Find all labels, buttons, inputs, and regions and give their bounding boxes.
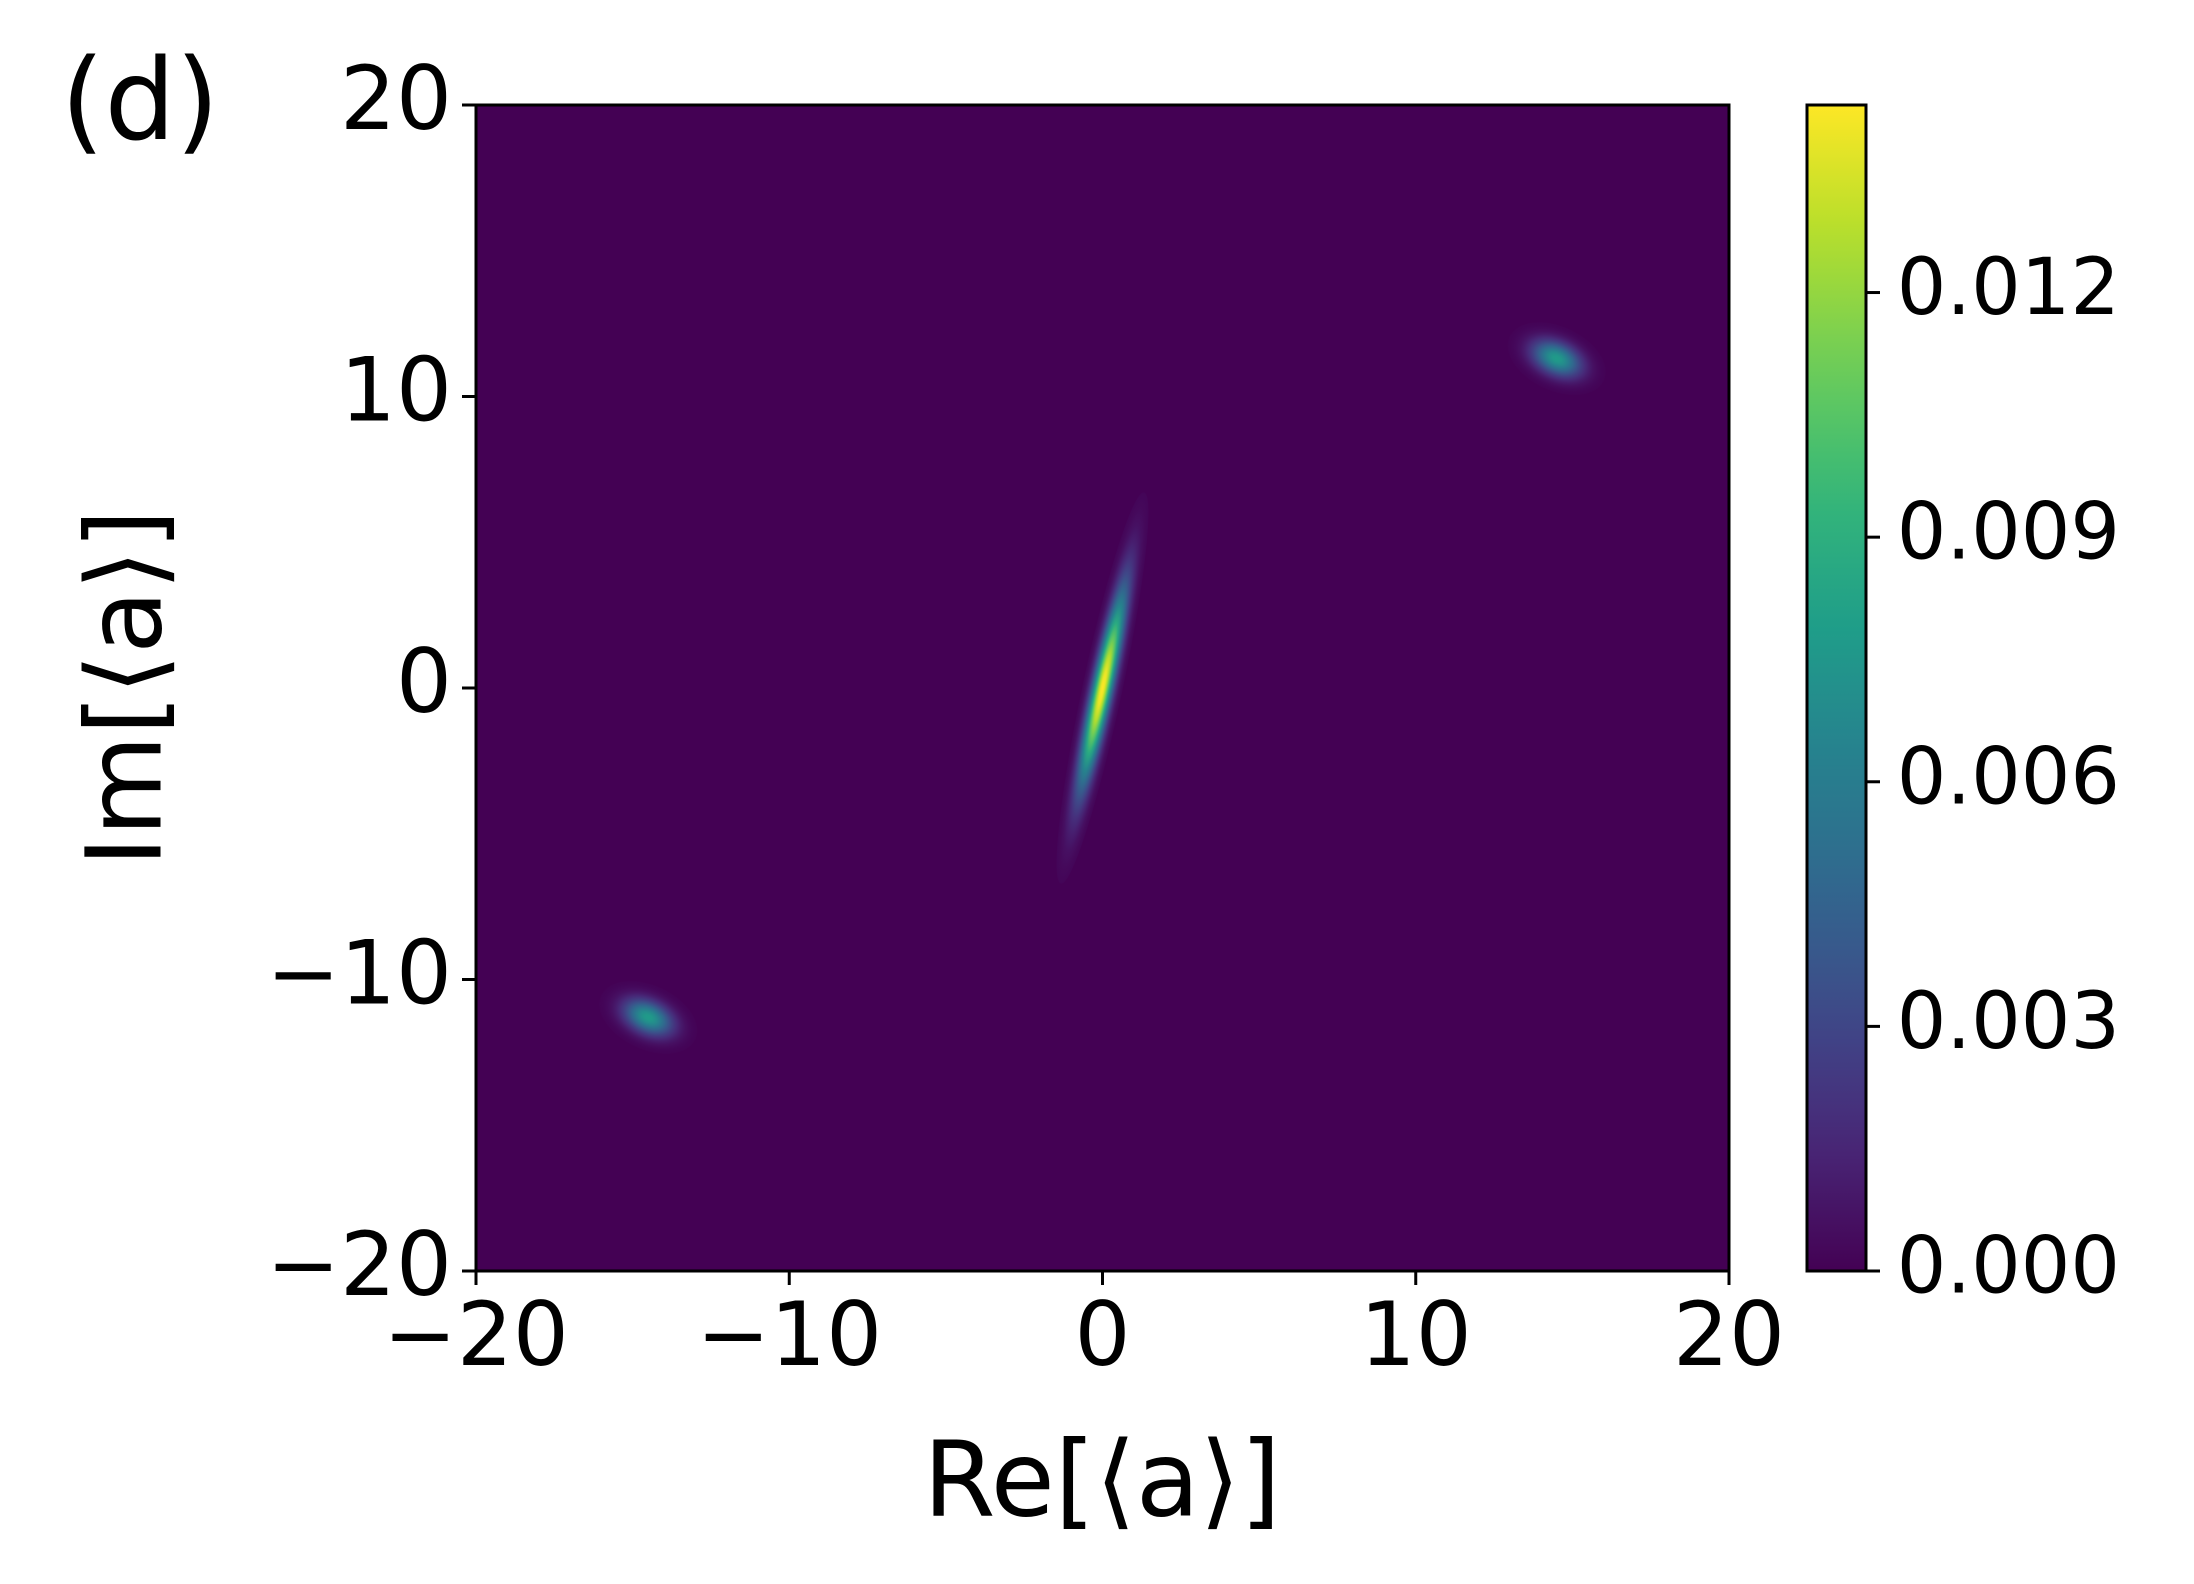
y-axis-label: Im[⟨a⟩] (63, 509, 185, 867)
y-tick-label: 0 (396, 630, 452, 733)
colorbar-tick-label: 0.003 (1897, 977, 2120, 1067)
x-tick-label: 10 (1360, 1283, 1472, 1386)
colorbar-tick-label: 0.006 (1897, 732, 2120, 822)
y-tick-label: −20 (266, 1213, 452, 1316)
density-peak (1056, 492, 1149, 884)
density-peak (1507, 322, 1606, 395)
x-tick-label: −20 (383, 1283, 569, 1386)
colorbar-tick-label: 0.000 (1897, 1221, 2120, 1311)
y-tick-label: 10 (340, 338, 452, 441)
x-tick-label: 20 (1673, 1283, 1785, 1386)
y-tick-label: 20 (340, 47, 452, 150)
x-tick-label: −10 (696, 1283, 882, 1386)
y-tick-label: −10 (266, 921, 452, 1024)
x-axis-label: Re[⟨a⟩] (923, 1418, 1281, 1540)
colorbar-tick-label: 0.012 (1897, 243, 2120, 333)
colorbar-tick-label: 0.009 (1897, 488, 2120, 578)
colorbar (1805, 103, 1868, 1273)
density-peak (599, 981, 698, 1054)
panel-label: (d) (61, 36, 219, 166)
x-tick-label: 0 (1075, 1283, 1131, 1386)
